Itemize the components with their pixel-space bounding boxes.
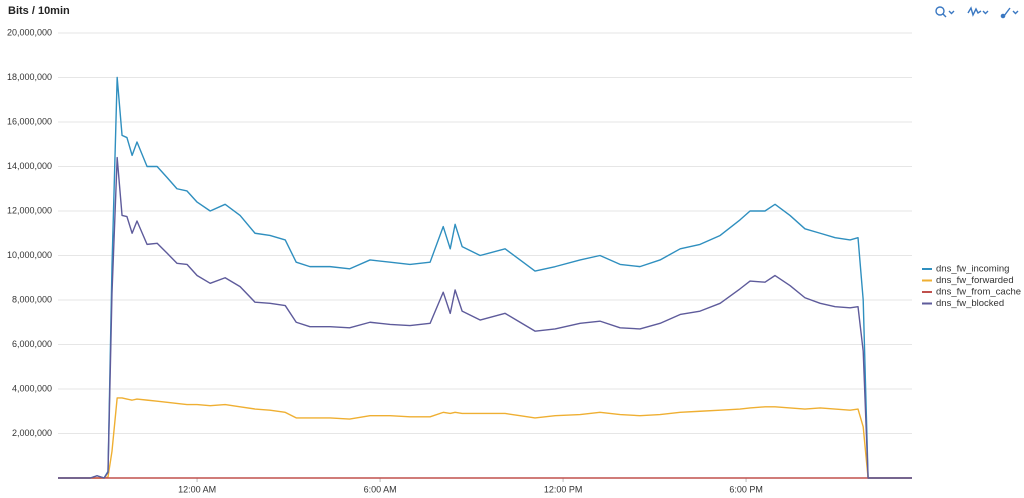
y-tick-label: 14,000,000	[7, 161, 52, 171]
y-tick-label: 18,000,000	[7, 72, 52, 82]
legend-item: dns_fw_incoming	[922, 264, 1009, 275]
x-tick-label: 12:00 PM	[544, 484, 583, 494]
series-line	[58, 156, 912, 479]
y-tick-label: 8,000,000	[12, 294, 52, 304]
y-tick-label: 4,000,000	[12, 383, 52, 393]
x-tick-label: 6:00 AM	[364, 484, 397, 494]
series-button[interactable]	[967, 6, 989, 17]
y-tick-label: 16,000,000	[7, 116, 52, 126]
series-line	[58, 397, 912, 479]
legend-label: dns_fw_from_cache	[936, 287, 1021, 298]
legend-item: dns_fw_forwarded	[922, 275, 1014, 286]
legend-item: dns_fw_from_cache	[922, 287, 1021, 298]
y-tick-label: 10,000,000	[7, 250, 52, 260]
series-line	[58, 76, 912, 479]
y-tick-label: 6,000,000	[12, 339, 52, 349]
chart-title: Bits / 10min	[8, 5, 70, 17]
legend-label: dns_fw_blocked	[936, 298, 1004, 309]
legend-label: dns_fw_incoming	[936, 264, 1009, 275]
x-tick-label: 6:00 PM	[729, 484, 763, 494]
legend-item: dns_fw_blocked	[922, 298, 1004, 309]
y-tick-label: 20,000,000	[7, 27, 52, 37]
zoom-button[interactable]	[935, 6, 955, 18]
x-tick-label: 12:00 AM	[178, 484, 216, 494]
toolbar	[935, 6, 1019, 19]
y-tick-label: 12,000,000	[7, 205, 52, 215]
style-button[interactable]	[1000, 7, 1019, 19]
legend-label: dns_fw_forwarded	[936, 275, 1014, 286]
y-tick-label: 2,000,000	[12, 428, 52, 438]
